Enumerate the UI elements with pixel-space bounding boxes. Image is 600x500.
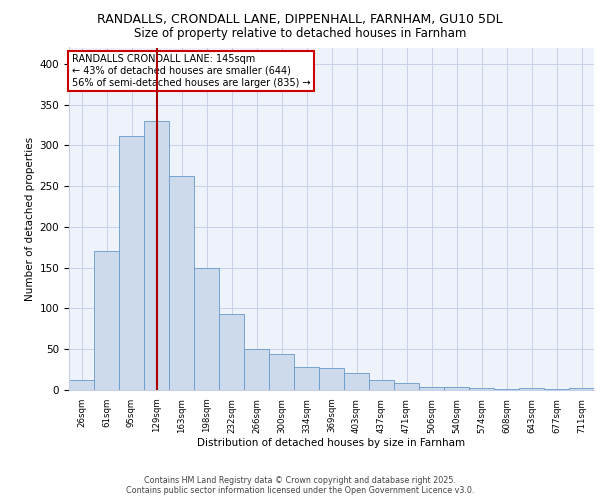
Bar [244,349,269,390]
Text: RANDALLS, CRONDALL LANE, DIPPENHALL, FARNHAM, GU10 5DL: RANDALLS, CRONDALL LANE, DIPPENHALL, FAR… [97,12,503,26]
Bar [194,268,219,390]
Bar [469,388,494,390]
Bar [119,136,144,390]
Bar [69,380,94,390]
Bar [94,252,119,390]
X-axis label: Distribution of detached houses by size in Farnham: Distribution of detached houses by size … [197,438,466,448]
Bar [544,389,569,390]
Text: RANDALLS CRONDALL LANE: 145sqm
← 43% of detached houses are smaller (644)
56% of: RANDALLS CRONDALL LANE: 145sqm ← 43% of … [71,54,310,88]
Bar [169,176,194,390]
Bar [394,382,419,390]
Bar [494,389,519,390]
Bar [219,314,244,390]
Bar [319,368,344,390]
Bar [269,354,294,390]
Bar [569,388,594,390]
Bar [294,367,319,390]
Y-axis label: Number of detached properties: Number of detached properties [25,136,35,301]
Bar [519,388,544,390]
Text: Contains HM Land Registry data © Crown copyright and database right 2025.
Contai: Contains HM Land Registry data © Crown c… [126,476,474,495]
Bar [344,373,369,390]
Bar [144,121,169,390]
Bar [369,380,394,390]
Bar [419,386,444,390]
Bar [444,386,469,390]
Text: Size of property relative to detached houses in Farnham: Size of property relative to detached ho… [134,28,466,40]
